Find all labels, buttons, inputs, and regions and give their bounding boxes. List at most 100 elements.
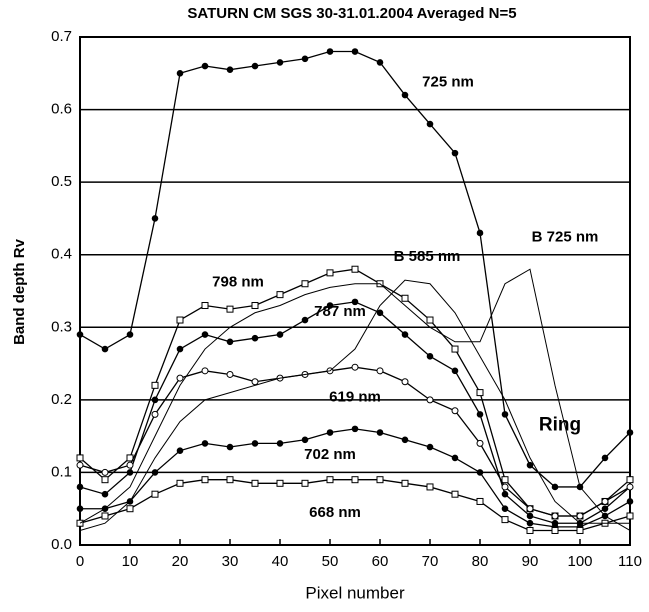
point xyxy=(351,476,359,484)
point xyxy=(251,334,259,342)
x-tick-label: 10 xyxy=(122,553,139,570)
point xyxy=(626,498,634,505)
x-tick-label: 100 xyxy=(567,553,592,570)
point xyxy=(376,367,384,375)
point xyxy=(326,302,334,309)
y-tick-label: 0.6 xyxy=(51,101,72,118)
point xyxy=(276,331,284,338)
point xyxy=(276,291,284,299)
x-tick-label: 110 xyxy=(618,553,642,570)
point xyxy=(76,461,84,469)
point xyxy=(76,505,84,513)
y-tick-label: 0.0 xyxy=(51,536,72,553)
point xyxy=(201,440,209,447)
y-axis-label: Band depth Rv xyxy=(11,238,28,344)
point xyxy=(251,479,259,487)
point xyxy=(626,512,634,520)
point xyxy=(226,305,234,313)
point xyxy=(551,526,559,534)
point xyxy=(351,363,359,371)
point xyxy=(276,440,284,447)
y-tick-label: 0.4 xyxy=(51,246,72,263)
point xyxy=(426,396,434,404)
point xyxy=(601,505,609,513)
series-label: B 585 nm xyxy=(394,248,461,265)
chart-title: SATURN CM SGS 30-31.01.2004 Averaged N=5 xyxy=(187,5,516,22)
point xyxy=(476,469,484,476)
y-tick-label: 0.5 xyxy=(51,173,72,190)
point xyxy=(501,411,509,418)
point xyxy=(201,331,209,338)
point xyxy=(101,476,109,484)
point xyxy=(76,483,84,491)
point xyxy=(126,469,134,476)
point xyxy=(101,468,109,476)
point xyxy=(426,316,434,324)
point xyxy=(401,294,409,302)
point xyxy=(226,370,234,378)
point xyxy=(501,505,509,513)
series-label: 787 nm xyxy=(314,303,366,320)
point xyxy=(401,479,409,487)
point xyxy=(151,490,159,498)
point xyxy=(126,331,134,338)
point xyxy=(351,48,359,55)
point xyxy=(476,229,484,237)
point xyxy=(276,479,284,487)
point xyxy=(501,483,509,491)
point xyxy=(376,429,384,436)
point xyxy=(426,120,434,128)
point xyxy=(576,526,584,534)
point xyxy=(101,345,109,353)
point xyxy=(376,59,384,66)
x-tick-label: 20 xyxy=(172,553,189,570)
point xyxy=(451,490,459,498)
series-line xyxy=(79,279,630,531)
point xyxy=(476,439,484,447)
annotation: Ring xyxy=(539,414,581,435)
point xyxy=(151,381,159,389)
point xyxy=(301,280,309,288)
point xyxy=(126,505,134,513)
point xyxy=(201,302,209,310)
point xyxy=(326,269,334,277)
y-tick-label: 0.1 xyxy=(51,463,72,480)
point xyxy=(76,454,84,462)
point xyxy=(251,378,259,386)
point xyxy=(451,367,459,375)
y-tick-label: 0.7 xyxy=(51,28,72,45)
point xyxy=(201,367,209,375)
point xyxy=(176,479,184,487)
point xyxy=(376,309,384,317)
point xyxy=(401,378,409,386)
point xyxy=(476,497,484,505)
point xyxy=(301,55,309,63)
point xyxy=(601,497,609,505)
point xyxy=(526,519,534,527)
point xyxy=(601,454,609,462)
point xyxy=(351,265,359,273)
x-tick-label: 50 xyxy=(322,553,339,570)
point xyxy=(101,490,109,498)
point xyxy=(426,483,434,491)
point xyxy=(326,48,334,55)
point xyxy=(251,62,259,70)
point xyxy=(476,411,484,418)
point xyxy=(351,298,359,306)
point xyxy=(351,425,359,433)
x-tick-label: 80 xyxy=(472,553,489,570)
point xyxy=(226,443,234,451)
point xyxy=(626,483,634,491)
point xyxy=(526,512,534,520)
series-label: 725 nm xyxy=(422,74,474,91)
point xyxy=(451,149,459,157)
series-line xyxy=(79,268,631,531)
point xyxy=(301,316,309,324)
point xyxy=(226,66,234,73)
x-tick-label: 30 xyxy=(222,553,239,570)
point xyxy=(151,215,159,222)
point xyxy=(326,429,334,436)
point xyxy=(326,476,334,484)
series-label: 798 nm xyxy=(212,273,264,290)
